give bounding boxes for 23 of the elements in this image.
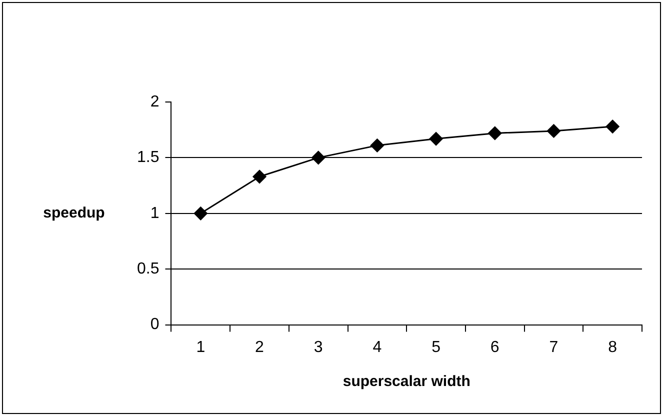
y-axis-title: speedup <box>43 204 105 222</box>
x-tick-label: 8 <box>608 338 618 356</box>
point <box>370 138 384 152</box>
y-tick-label: 2 <box>150 93 160 110</box>
x-tick-label: 4 <box>372 338 382 356</box>
point <box>252 170 266 184</box>
x-axis-title: superscalar width <box>342 373 470 390</box>
y-tick-label: 1 <box>150 204 160 222</box>
y-tick-label: 0 <box>150 316 160 334</box>
point <box>194 206 208 220</box>
x-tick-label: 1 <box>196 338 206 356</box>
point <box>488 126 502 140</box>
point <box>546 124 560 138</box>
y-tick-label: 1.5 <box>136 149 160 166</box>
x-tick-label: 2 <box>255 338 264 356</box>
point <box>606 120 620 134</box>
x-tick-label: 7 <box>549 338 558 356</box>
x-tick-label: 3 <box>314 338 323 356</box>
y-tick-label: 0.5 <box>136 260 160 278</box>
x-tick-label: 6 <box>490 338 500 356</box>
point <box>429 132 443 146</box>
point <box>312 150 326 164</box>
x-tick-label: 5 <box>432 338 441 356</box>
